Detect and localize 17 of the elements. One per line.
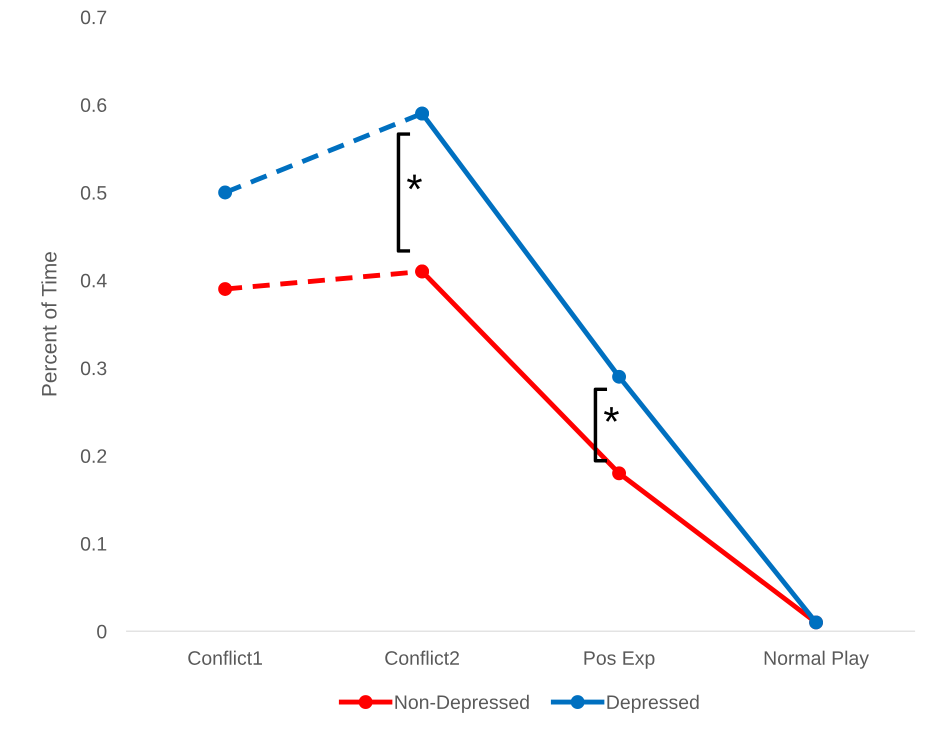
x-tick-label: Pos Exp bbox=[584, 651, 654, 669]
y-tick-label: 0.4 bbox=[80, 274, 107, 288]
y-tick-label: 0 bbox=[97, 624, 106, 638]
y-tick-label: 0.5 bbox=[80, 186, 106, 200]
x-tick-label: Normal Play bbox=[764, 650, 869, 669]
y-tick-label: 0.3 bbox=[80, 361, 106, 376]
legend-label: Depressed bbox=[607, 694, 699, 713]
y-axis-title: Percent of Time bbox=[41, 252, 57, 396]
legend-label: Non-Depressed bbox=[395, 694, 529, 713]
y-tick-label: 0.7 bbox=[80, 10, 106, 24]
y-tick-label: 0.6 bbox=[80, 98, 106, 112]
y-tick-label: 0.2 bbox=[80, 449, 106, 463]
x-tick-label: Conflict2 bbox=[385, 650, 459, 665]
x-tick-label: Conflict1 bbox=[188, 650, 262, 665]
annotation: * bbox=[407, 174, 422, 190]
annotation: * bbox=[604, 407, 619, 422]
y-tick-label: 0.1 bbox=[80, 536, 106, 551]
